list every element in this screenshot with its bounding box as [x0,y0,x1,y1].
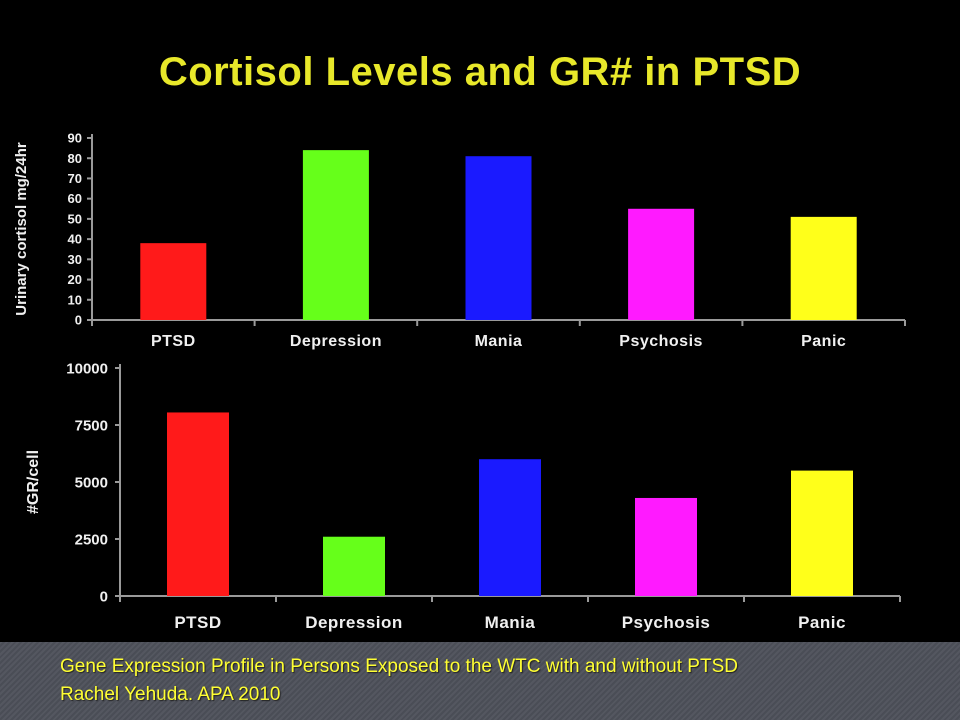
gr-bar-psychosis [635,497,697,596]
slide-title: Cortisol Levels and GR# in PTSD [158,50,802,94]
gr-y-tick-label: 5000 [75,474,108,491]
footer-band [0,642,960,720]
gr-category-label: Mania [485,613,536,632]
gr-bar-ptsd [167,412,229,596]
gr-per-cell-chart: 0 2500 5000 7500 10000 PTSD Depression Mania Psy… [25,360,901,632]
footer-citation-author: Rachel Yehuda. APA 2010 [60,684,281,705]
cortisol-category-label: Mania [475,333,523,350]
gr-category-label: Panic [798,613,846,632]
cortisol-y-tick-label: 70 [68,171,82,186]
cortisol-chart: 0 10 20 30 40 50 60 70 80 90 PTSD Depression Mania Ps… [13,131,906,350]
gr-category-label: Psychosis [622,613,711,632]
gr-y-tick-label: 7500 [75,417,108,434]
cortisol-y-axis-label: Urinary cortisol mg/24hr [13,142,30,316]
cortisol-category-label: PTSD [151,333,196,350]
gr-category-label: PTSD [174,613,221,632]
cortisol-bar-psychosis [628,208,695,320]
gr-bar-panic [791,470,853,596]
cortisol-y-tick-label: 40 [68,232,82,247]
cortisol-y-tick-label: 10 [68,292,82,307]
gr-category-label: Depression [305,613,403,632]
cortisol-y-tick-label: 80 [68,151,82,166]
gr-y-axis-label: #GR/cell [25,450,42,514]
cortisol-y-tick-label: 30 [68,252,82,267]
cortisol-bar-panic [790,216,857,320]
cortisol-y-tick-label: 0 [75,313,82,328]
gr-y-tick-label: 10000 [66,360,108,377]
gr-bar-depression [323,536,385,596]
cortisol-category-label: Panic [801,333,846,350]
cortisol-bar-depression [302,150,369,320]
cortisol-bar-mania [465,156,532,320]
cortisol-bar-ptsd [140,243,207,320]
gr-bar-mania [479,459,541,596]
cortisol-y-tick-label: 60 [68,191,82,206]
cortisol-y-tick-label: 50 [68,211,82,226]
cortisol-y-tick-label: 90 [68,131,82,146]
cortisol-y-tick-label: 20 [68,272,82,287]
gr-y-tick-label: 0 [100,588,108,605]
footer-citation-title: Gene Expression Profile in Persons Expos… [60,656,738,677]
cortisol-category-label: Psychosis [619,333,703,350]
gr-y-tick-label: 2500 [75,531,108,548]
cortisol-category-label: Depression [290,333,382,350]
